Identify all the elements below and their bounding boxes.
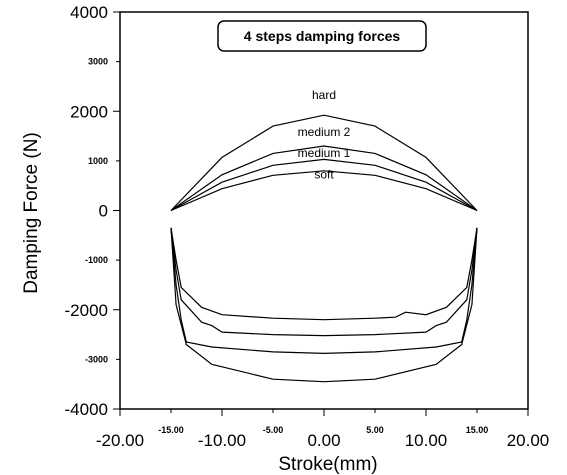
y-tick-label-4000: -4000	[65, 400, 108, 419]
y-minor-tick-label-3000: -3000	[85, 354, 108, 364]
y-minor-tick-label-1000: -1000	[85, 255, 108, 265]
tick-labels-group: -20.00 -10.00 0.00 10.00 20.00 -15.00 -5.00 5.0…	[65, 3, 550, 450]
series-label-soft: soft	[314, 168, 334, 182]
series-medium-2-upper-line	[170, 145, 478, 211]
curve-labels-group: hard medium 2 medium 1 soft	[298, 88, 351, 182]
y-tick-label-0: 0	[99, 202, 108, 221]
series-medium-2-lower-line	[170, 227, 478, 355]
series-hard-upper-line	[170, 114, 478, 211]
series-medium-1-lower-line	[170, 227, 478, 337]
series-medium-1-upper-line	[170, 158, 478, 212]
y-tick-label-2000: -2000	[65, 301, 108, 320]
series-label-hard: hard	[312, 88, 336, 102]
x-minor-tick-label-5-00: -5.00	[263, 425, 284, 435]
series-label-medium-2: medium 2	[298, 125, 351, 139]
x-minor-tick-label-5-00: 5.00	[366, 425, 384, 435]
y-axis-title: Damping Force (N)	[21, 132, 42, 294]
y-tick-label-2000: 2000	[70, 102, 108, 121]
x-tick-label-10-00: -10.00	[198, 431, 246, 450]
series-soft-lower-line	[170, 227, 478, 321]
y-minor-tick-label-1000: 1000	[88, 156, 108, 166]
ticks-group	[113, 11, 529, 416]
x-tick-label-0-00: 0.00	[307, 431, 340, 450]
x-axis-title: Stroke(mm)	[278, 454, 377, 475]
x-minor-tick-label-15-00: 15.00	[466, 425, 489, 435]
series-hard-lower-line	[170, 227, 478, 383]
chart-title-box: 4 steps damping forces	[217, 20, 427, 52]
x-minor-tick-label-15-00: -15.00	[158, 425, 184, 435]
chart-title: 4 steps damping forces	[244, 28, 401, 44]
series-label-medium-1: medium 1	[298, 146, 351, 160]
y-minor-tick-label-3000: 3000	[88, 57, 108, 67]
curves-group	[170, 114, 478, 383]
title-border	[217, 20, 427, 52]
x-tick-label-20-00: 20.00	[507, 431, 550, 450]
y-tick-label-4000: 4000	[70, 3, 108, 22]
x-tick-label-20-00: -20.00	[96, 431, 144, 450]
series-soft-upper-line	[170, 170, 478, 212]
x-tick-label-10-00: 10.00	[405, 431, 448, 450]
plot-frame	[119, 11, 529, 410]
